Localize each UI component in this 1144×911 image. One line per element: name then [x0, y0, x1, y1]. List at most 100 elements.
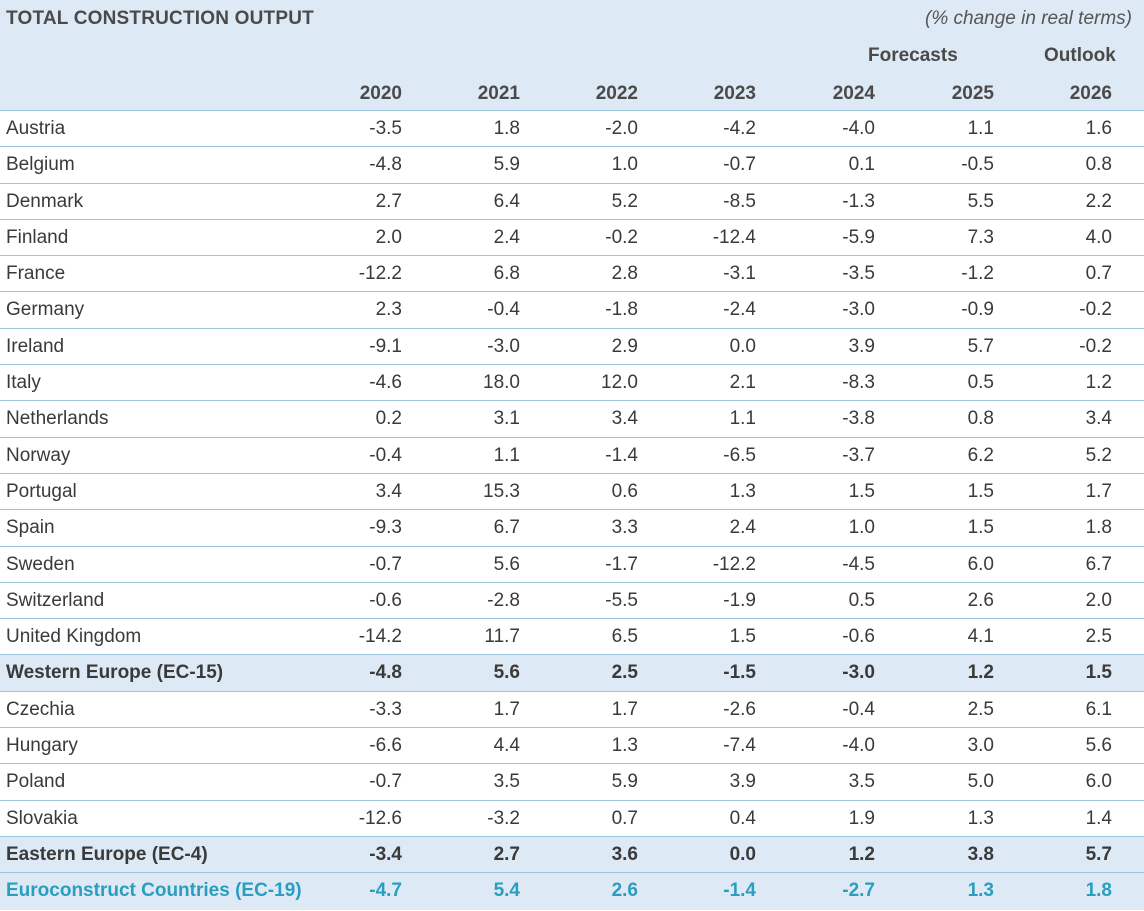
forecasts-group-label: Forecasts: [868, 45, 958, 66]
row-label: Switzerland: [6, 589, 105, 611]
value-cell-2021: 6.4: [493, 190, 520, 212]
value-cell-2025: 5.0: [967, 771, 994, 793]
row-label: Poland: [6, 771, 66, 793]
value-cell-2022: 2.8: [611, 263, 638, 285]
row-label: Slovakia: [6, 807, 78, 829]
table-row: Spain -9.3 6.7 3.3 2.4 1.0 1.5 1.8: [0, 510, 1144, 547]
value-cell-2021: 2.7: [493, 843, 520, 865]
value-cell-2021: 1.7: [493, 698, 520, 720]
value-cell-2020: -0.6: [369, 589, 402, 611]
row-label: France: [6, 263, 66, 285]
value-cell-2021: 5.6: [493, 662, 520, 684]
value-cell-2021: -2.8: [487, 589, 520, 611]
row-label: Belgium: [6, 154, 75, 176]
value-cell-2021: 5.9: [493, 154, 520, 176]
table-row: Belgium -4.8 5.9 1.0 -0.7 0.1 -0.5 0.8: [0, 147, 1144, 184]
row-label: Czechia: [6, 698, 75, 720]
value-cell-2023: -2.6: [723, 698, 756, 720]
value-cell-2026: 1.6: [1085, 118, 1112, 139]
value-cell-2026: 1.7: [1085, 480, 1112, 502]
table-row: Finland 2.0 2.4 -0.2 -12.4 -5.9 7.3 4.0: [0, 219, 1144, 257]
value-cell-2022: 2.6: [611, 880, 638, 902]
value-cell-2020: -9.1: [369, 335, 402, 357]
value-cell-2025: 0.8: [967, 408, 994, 430]
value-cell-2023: -0.7: [723, 154, 756, 176]
value-cell-2022: 3.4: [611, 408, 638, 430]
value-cell-2022: 1.0: [611, 154, 638, 176]
value-cell-2021: -3.2: [487, 807, 520, 829]
year-header-2026: 2026: [1069, 83, 1112, 104]
value-cell-2022: 12.0: [601, 372, 638, 394]
row-label: Ireland: [6, 335, 65, 357]
value-cell-2026: 0.7: [1085, 263, 1112, 285]
value-cell-2021: 1.1: [493, 444, 520, 466]
value-cell-2022: -1.8: [605, 299, 638, 321]
value-cell-2023: -12.2: [712, 553, 756, 575]
value-cell-2021: 5.6: [493, 553, 520, 575]
value-cell-2022: 2.5: [611, 662, 638, 684]
value-cell-2022: 3.6: [611, 843, 638, 865]
value-cell-2024: -3.7: [842, 444, 875, 466]
value-cell-2025: 5.5: [967, 190, 994, 212]
value-cell-2023: 0.4: [729, 807, 756, 829]
value-cell-2026: 2.5: [1085, 626, 1112, 648]
table-row: Switzerland -0.6 -2.8 -5.5 -1.9 0.5 2.6 2.0: [0, 582, 1144, 620]
value-cell-2024: -0.4: [842, 698, 875, 720]
table-row: United Kingdom -14.2 11.7 6.5 1.5 -0.6 4.1 2.5: [0, 619, 1144, 656]
value-cell-2024: 1.0: [848, 517, 875, 539]
value-cell-2026: 2.0: [1085, 589, 1112, 611]
value-cell-2024: 1.5: [848, 480, 875, 502]
value-cell-2024: 1.2: [848, 843, 875, 865]
table-row: Germany 2.3 -0.4 -1.8 -2.4 -3.0 -0.9 -0.2: [0, 292, 1144, 329]
value-cell-2024: 0.1: [848, 154, 875, 176]
value-cell-2021: -0.4: [487, 299, 520, 321]
value-cell-2026: -0.2: [1079, 299, 1112, 321]
value-cell-2026: 5.6: [1085, 735, 1112, 757]
value-cell-2025: 7.3: [967, 226, 994, 248]
value-cell-2023: -2.4: [723, 299, 756, 321]
value-cell-2024: -0.6: [842, 626, 875, 648]
value-cell-2026: 5.2: [1085, 444, 1112, 466]
value-cell-2023: -12.4: [712, 226, 756, 248]
value-cell-2020: -12.6: [358, 807, 402, 829]
value-cell-2022: 1.3: [611, 735, 638, 757]
value-cell-2022: 0.6: [611, 480, 638, 502]
value-cell-2024: -4.0: [842, 118, 875, 139]
value-cell-2024: 3.5: [848, 771, 875, 793]
row-label: Spain: [6, 517, 55, 539]
value-cell-2020: -12.2: [358, 263, 402, 285]
row-label: Italy: [6, 372, 41, 394]
value-cell-2026: 1.8: [1085, 880, 1112, 902]
value-cell-2026: 5.7: [1085, 843, 1112, 865]
value-cell-2026: 6.1: [1085, 698, 1112, 720]
value-cell-2025: 6.2: [967, 444, 994, 466]
value-cell-2023: 3.9: [729, 771, 756, 793]
value-cell-2022: -2.0: [605, 118, 638, 139]
value-cell-2023: -8.5: [723, 190, 756, 212]
value-cell-2022: 6.5: [611, 626, 638, 648]
value-cell-2020: -3.5: [369, 118, 402, 139]
value-cell-2020: -0.7: [369, 553, 402, 575]
value-cell-2023: 1.3: [729, 480, 756, 502]
row-label: Western Europe (EC-15): [6, 662, 224, 684]
value-cell-2024: 1.9: [848, 807, 875, 829]
table-row: Poland -0.7 3.5 5.9 3.9 3.5 5.0 6.0: [0, 764, 1144, 801]
value-cell-2021: 18.0: [483, 372, 520, 394]
value-cell-2022: -5.5: [605, 589, 638, 611]
value-cell-2021: 5.4: [493, 880, 520, 902]
value-cell-2026: 6.7: [1085, 553, 1112, 575]
row-label: Netherlands: [6, 408, 109, 430]
year-header-2020: 2020: [359, 83, 402, 104]
outlook-group-label: Outlook: [1044, 45, 1116, 66]
year-header-2022: 2022: [595, 83, 638, 104]
value-cell-2026: 6.0: [1085, 771, 1112, 793]
value-cell-2023: -1.4: [723, 880, 756, 902]
table-body: Austria -3.5 1.8 -2.0 -4.2 -4.0 1.1 1.6 Belgium -…: [0, 111, 1144, 910]
value-cell-2022: 5.9: [611, 771, 638, 793]
value-cell-2024: -3.0: [842, 299, 875, 321]
value-cell-2023: 2.4: [729, 517, 756, 539]
value-cell-2020: -3.4: [369, 843, 402, 865]
value-cell-2022: 0.7: [611, 807, 638, 829]
value-cell-2025: 2.6: [967, 589, 994, 611]
